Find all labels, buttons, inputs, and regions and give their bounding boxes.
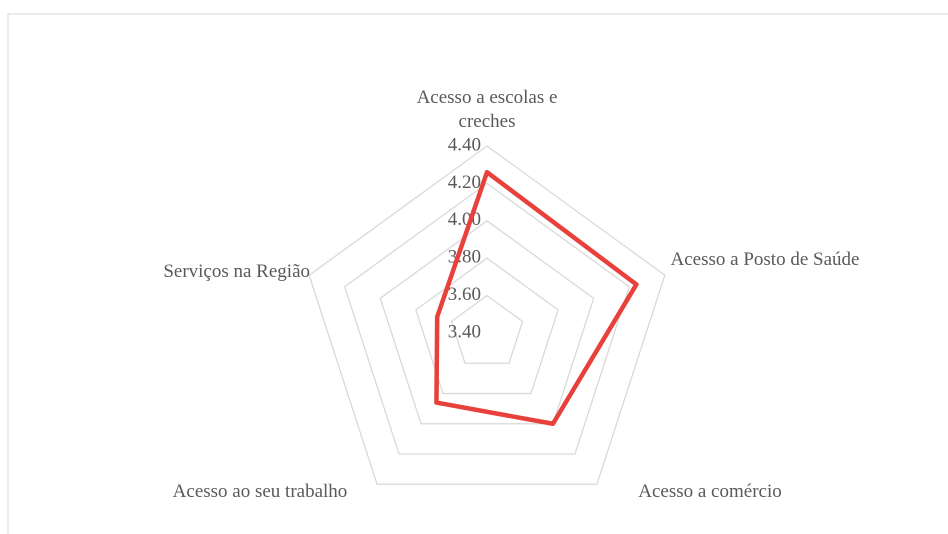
category-label: Acesso a comércio	[638, 481, 782, 502]
grid-ring	[308, 145, 666, 485]
r-tick-label: 3.80	[448, 247, 481, 268]
grid-ring	[415, 257, 559, 395]
category-label: Serviços na Região	[163, 261, 310, 282]
category-label: Acesso a escolas e creches	[416, 87, 558, 132]
chart-border	[7, 13, 948, 534]
grid-ring	[343, 182, 631, 455]
series-line	[434, 169, 639, 427]
r-tick-label: 4.40	[448, 134, 481, 155]
category-label: Acesso a Posto de Saúde	[670, 249, 860, 270]
grid-ring	[379, 219, 595, 425]
r-tick-label: 4.20	[448, 172, 481, 193]
grid-ring	[450, 294, 524, 364]
r-tick-label: 3.60	[448, 284, 481, 305]
category-label: Acesso ao seu trabalho	[172, 481, 348, 502]
r-tick-label: 3.40	[448, 321, 481, 342]
r-tick-label: 4.00	[448, 209, 481, 230]
